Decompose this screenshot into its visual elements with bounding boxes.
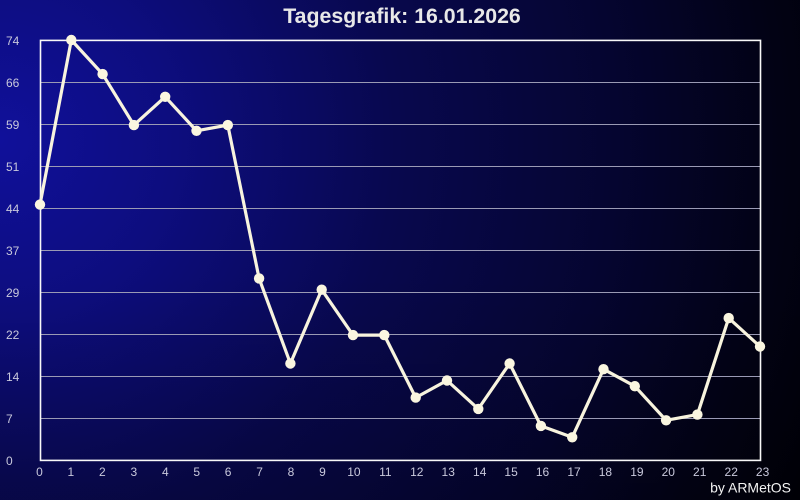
svg-text:74: 74 bbox=[6, 34, 20, 48]
svg-text:8: 8 bbox=[288, 465, 295, 479]
svg-text:7: 7 bbox=[256, 465, 263, 479]
svg-text:10: 10 bbox=[347, 465, 361, 479]
svg-text:19: 19 bbox=[630, 465, 644, 479]
svg-text:22: 22 bbox=[725, 465, 739, 479]
svg-text:2: 2 bbox=[99, 465, 106, 479]
svg-text:3: 3 bbox=[130, 465, 137, 479]
svg-text:20: 20 bbox=[662, 465, 676, 479]
svg-text:1: 1 bbox=[68, 465, 75, 479]
svg-text:11: 11 bbox=[379, 465, 392, 479]
svg-text:22: 22 bbox=[6, 328, 20, 342]
svg-text:0: 0 bbox=[36, 465, 43, 479]
svg-text:44: 44 bbox=[6, 202, 20, 216]
svg-text:51: 51 bbox=[6, 160, 20, 174]
svg-text:21: 21 bbox=[693, 465, 707, 479]
svg-text:Tagesgrafik: 16.01.2026: Tagesgrafik: 16.01.2026 bbox=[283, 4, 521, 28]
svg-text:18: 18 bbox=[599, 465, 613, 479]
svg-text:7: 7 bbox=[6, 412, 13, 426]
svg-text:66: 66 bbox=[6, 76, 20, 90]
svg-text:16: 16 bbox=[536, 465, 550, 479]
svg-text:5: 5 bbox=[193, 465, 200, 479]
svg-text:37: 37 bbox=[6, 244, 20, 258]
svg-text:13: 13 bbox=[442, 465, 456, 479]
svg-text:29: 29 bbox=[6, 286, 20, 300]
svg-text:15: 15 bbox=[504, 465, 518, 479]
svg-text:12: 12 bbox=[410, 465, 424, 479]
svg-text:6: 6 bbox=[225, 465, 232, 479]
svg-text:9: 9 bbox=[319, 465, 326, 479]
svg-text:14: 14 bbox=[6, 370, 20, 384]
svg-text:17: 17 bbox=[567, 465, 581, 479]
svg-text:23: 23 bbox=[756, 465, 770, 479]
svg-text:by ARMetOS: by ARMetOS bbox=[710, 480, 791, 496]
svg-text:4: 4 bbox=[162, 465, 169, 479]
svg-text:14: 14 bbox=[473, 465, 487, 479]
svg-text:59: 59 bbox=[6, 118, 20, 132]
svg-text:0: 0 bbox=[6, 454, 13, 468]
